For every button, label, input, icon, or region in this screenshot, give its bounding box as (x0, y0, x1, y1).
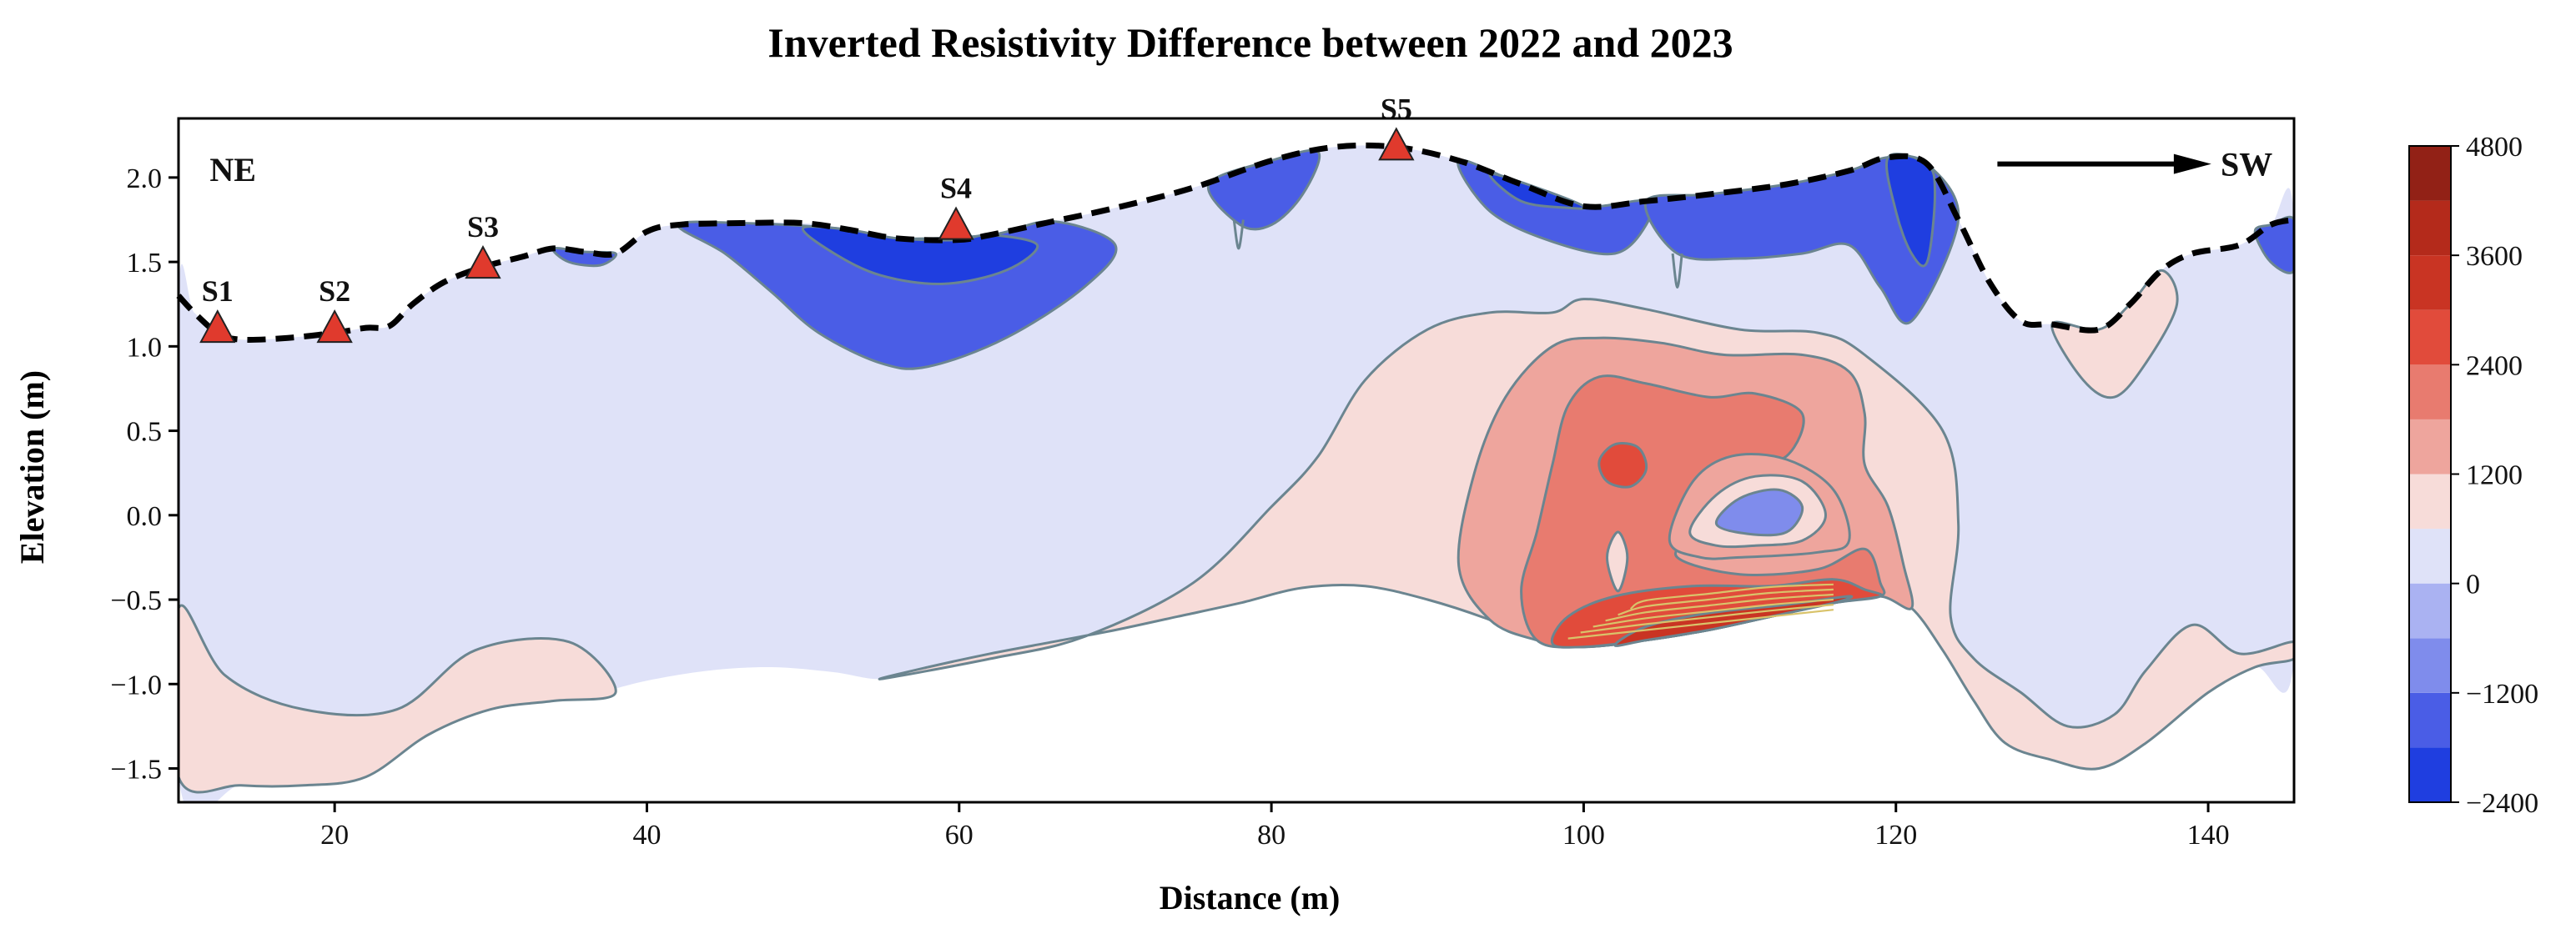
colorbar-tick-label: −2400 (2466, 788, 2538, 819)
contour-zone-600 (1606, 530, 1629, 593)
station-label-s3: S3 (467, 210, 499, 244)
x-tick-label: 80 (1257, 820, 1285, 851)
station-marker-s1 (199, 309, 236, 344)
colorbar-tick-label: 4800 (2466, 132, 2523, 163)
colorbar-band (2409, 255, 2451, 310)
y-axis-label: Elevation (m) (13, 370, 51, 564)
x-tick-label: 120 (1874, 820, 1917, 851)
colorbar-band (2409, 474, 2451, 530)
anomaly-contour-line (1567, 609, 1834, 640)
x-tick-label: 20 (320, 820, 349, 851)
direction-arrow-icon (2173, 153, 2211, 174)
thin-contour-line (1232, 219, 1245, 250)
y-tick-label: 2.0 (127, 163, 163, 194)
station-marker-s2 (316, 309, 353, 344)
y-tick-label: 0.0 (127, 501, 163, 532)
colorbar-tick-label: 2400 (2466, 350, 2523, 381)
contour-zone-2400 (1597, 442, 1648, 489)
contour-zone-neg1200 (2253, 215, 2294, 274)
contour-zone-neg600 (1715, 488, 1804, 537)
colorbar-band (2409, 638, 2451, 693)
direction-label-ne: NE (209, 151, 256, 188)
colorbar-tick-label: 1200 (2466, 460, 2523, 491)
station-label-s4: S4 (940, 172, 972, 205)
colorbar-band (2409, 529, 2451, 584)
x-tick-label: 40 (632, 820, 661, 851)
anomaly-contour-line (1618, 588, 1834, 616)
station-marker-s5 (1378, 127, 1415, 161)
background-zone (179, 145, 2294, 802)
colorbar-band (2409, 309, 2451, 365)
colorbar-band (2409, 692, 2451, 748)
anomaly-contour-line (1580, 604, 1834, 634)
station-label-s2: S2 (319, 274, 350, 308)
colorbar-band (2409, 419, 2451, 475)
y-tick-label: 1.0 (127, 332, 163, 363)
contour-zone-600 (179, 604, 617, 794)
x-tick-label: 60 (945, 820, 974, 851)
x-tick-label: 140 (2187, 820, 2230, 851)
y-tick-label: 1.5 (127, 248, 163, 279)
station-label-s1: S1 (202, 274, 234, 308)
colorbar-band (2409, 364, 2451, 419)
y-tick-label: 0.5 (127, 417, 163, 448)
station-marker-s3 (465, 245, 501, 279)
surface-profile-line (176, 142, 2295, 344)
colorbar-band (2409, 200, 2451, 256)
y-tick-label: −1.0 (110, 670, 162, 700)
plot-frame (177, 117, 2296, 804)
x-tick-label: 100 (1562, 820, 1605, 851)
y-tick-label: −1.5 (110, 755, 162, 786)
colorbar-band (2409, 146, 2451, 201)
thin-contour-line (1671, 253, 1683, 289)
y-tick-label: −0.5 (110, 585, 162, 616)
colorbar-tick-label: −1200 (2466, 679, 2538, 710)
anomaly-contour-line (1629, 583, 1834, 610)
x-axis-label: Distance (m) (1160, 879, 1341, 916)
colorbar-band (2409, 583, 2451, 639)
direction-label-sw: SW (2221, 146, 2272, 183)
station-marker-s4 (938, 206, 974, 240)
anomaly-contour-line (1605, 593, 1834, 622)
colorbar-tick-label: 3600 (2466, 241, 2523, 272)
anomaly-contour-line (1592, 598, 1834, 628)
chart-title: Inverted Resistivity Difference between … (767, 19, 1733, 66)
colorbar-band (2409, 747, 2451, 802)
colorbar-tick-label: 0 (2466, 570, 2480, 600)
station-label-s5: S5 (1381, 92, 1412, 125)
